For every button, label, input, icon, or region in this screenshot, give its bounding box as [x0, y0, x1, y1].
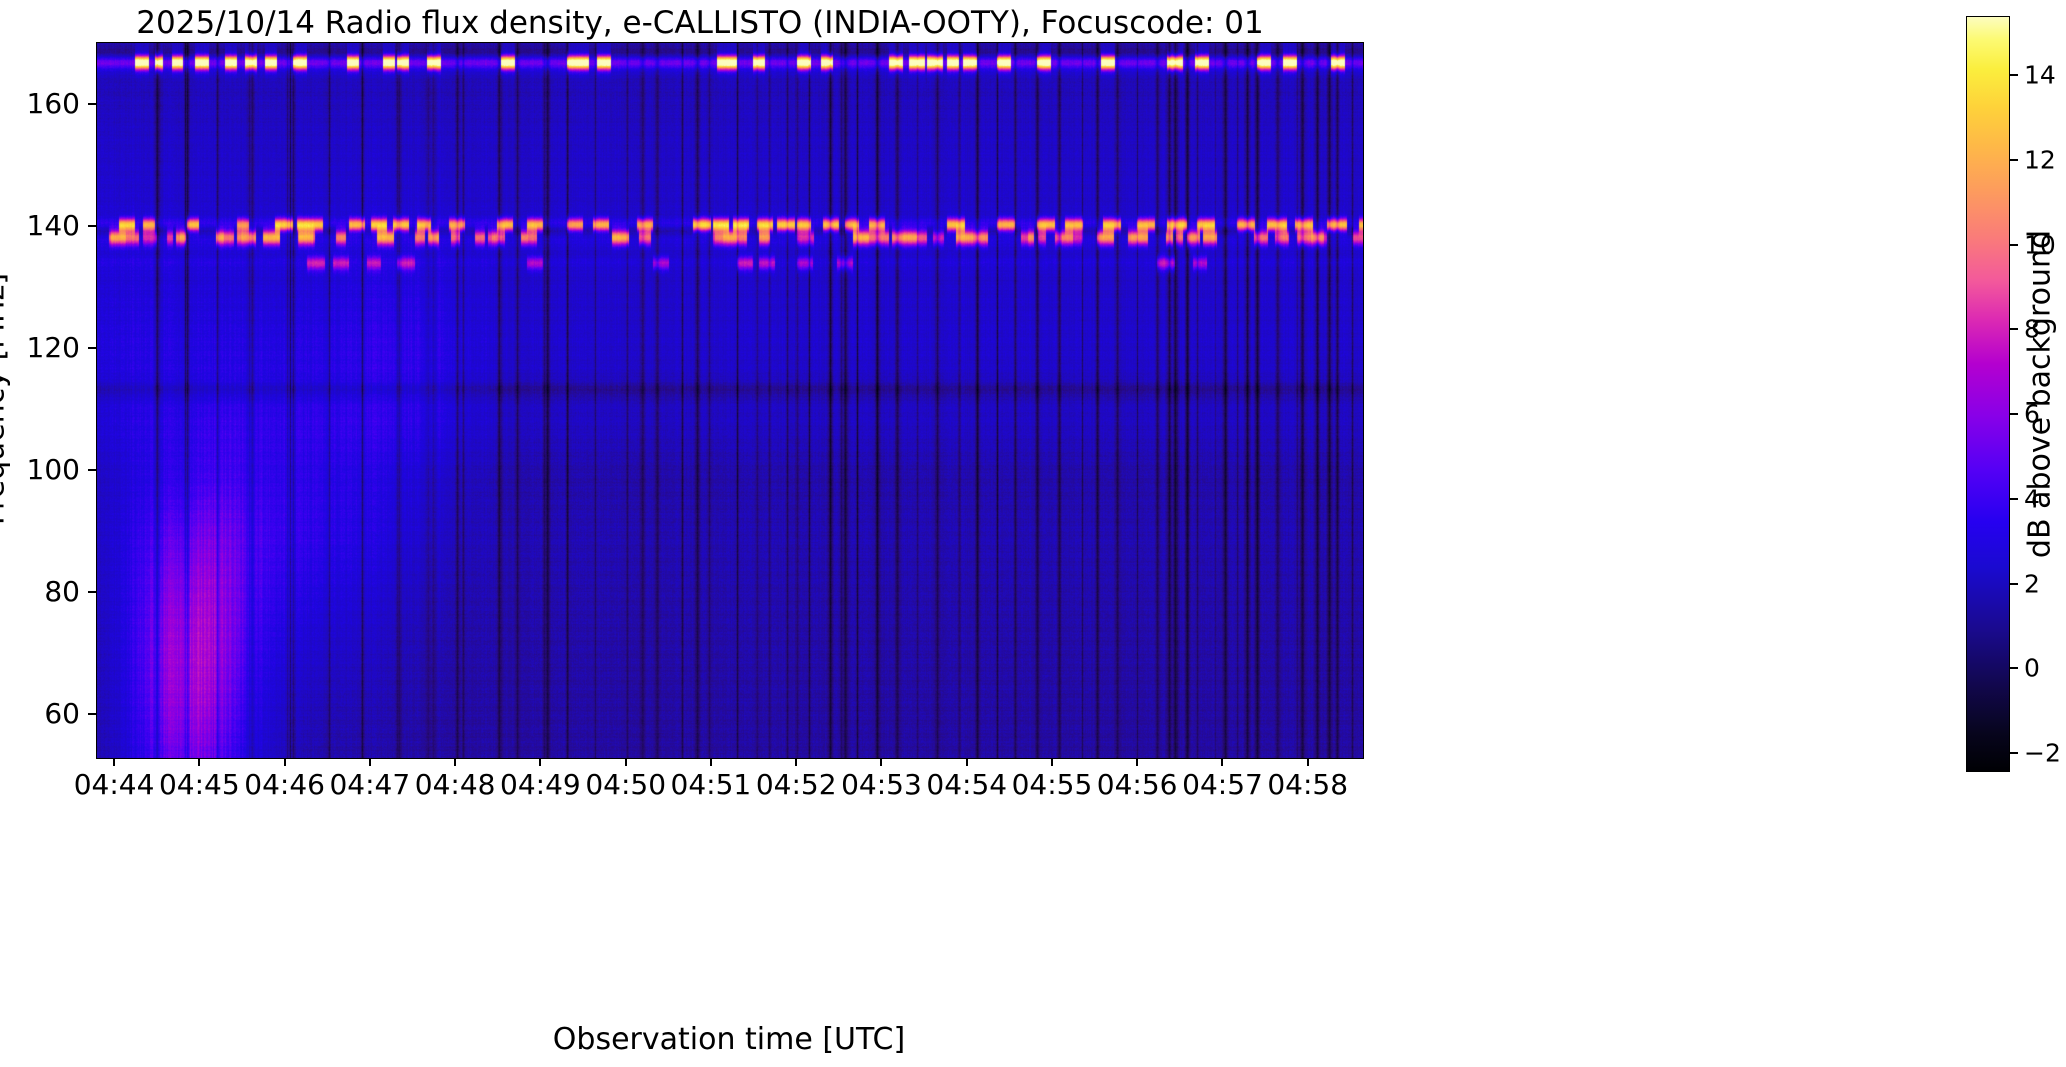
- colorbar-tick-mark: [2009, 752, 2018, 755]
- x-tick-label: 04:51: [670, 768, 752, 801]
- x-tick-mark: [454, 758, 457, 766]
- colorbar-tick-label: 12: [2024, 145, 2056, 175]
- x-tick-mark: [880, 758, 883, 766]
- colorbar-tick-label: 2: [2024, 569, 2040, 599]
- x-tick-mark: [1306, 758, 1309, 766]
- colorbar-tick-mark: [2009, 667, 2018, 670]
- x-tick-label: 04:53: [841, 768, 922, 801]
- x-tick-mark: [283, 758, 286, 766]
- colorbar-tick-mark: [2009, 159, 2018, 162]
- y-tick-label: 120: [26, 330, 80, 364]
- y-tick-mark: [88, 468, 96, 471]
- x-tick-label: 04:48: [414, 768, 496, 801]
- x-tick-label: 04:50: [585, 768, 667, 801]
- y-tick-label: 140: [26, 208, 80, 242]
- colorbar-tick-mark: [2009, 497, 2018, 500]
- colorbar-tick-label: 6: [2024, 399, 2040, 429]
- x-tick-mark: [198, 758, 201, 766]
- x-tick-label: 04:57: [1182, 768, 1263, 801]
- x-tick-mark: [539, 758, 542, 766]
- x-tick-label: 04:47: [329, 768, 411, 801]
- y-tick-mark: [88, 712, 96, 715]
- y-tick-label: 80: [44, 574, 80, 608]
- colorbar-gradient: [1966, 16, 2010, 772]
- x-tick-mark: [1050, 758, 1053, 766]
- x-tick-label: 04:54: [926, 768, 1008, 801]
- colorbar[interactable]: 14 12 10 8 6 4 2 0 −2: [1966, 16, 2061, 772]
- colorbar-tick-label: 0: [2024, 653, 2040, 683]
- page-title: 2025/10/14 Radio flux density, e-CALLIST…: [136, 5, 1264, 41]
- y-tick-label: 100: [26, 452, 80, 486]
- y-tick-mark: [88, 224, 96, 227]
- y-tick-label: 60: [44, 696, 80, 730]
- x-tick-mark: [1136, 758, 1139, 766]
- x-tick-label: 04:58: [1267, 768, 1349, 801]
- x-tick-mark: [795, 758, 798, 766]
- colorbar-tick-mark: [2009, 413, 2018, 416]
- x-tick-label: 04:45: [158, 768, 240, 801]
- colorbar-tick-mark: [2009, 243, 2018, 246]
- x-tick-label: 04:55: [1011, 768, 1093, 801]
- x-tick-mark: [709, 758, 712, 766]
- spectrogram-image[interactable]: [97, 43, 1363, 758]
- spectrogram-axes[interactable]: [96, 42, 1364, 759]
- colorbar-tick-mark: [2009, 74, 2018, 77]
- x-tick-mark: [368, 758, 371, 766]
- y-tick-mark: [88, 102, 96, 105]
- colorbar-tick-label: 8: [2024, 314, 2040, 344]
- x-tick-mark: [1221, 758, 1224, 766]
- colorbar-tick-label: 14: [2024, 60, 2056, 90]
- y-axis-label: Frequency [MHz]: [0, 272, 12, 526]
- x-axis-label: Observation time [UTC]: [552, 1022, 906, 1057]
- colorbar-tick-mark: [2009, 582, 2018, 585]
- x-tick-label: 04:49: [500, 768, 581, 801]
- colorbar-tick-label: 10: [2024, 230, 2056, 260]
- colorbar-label: dB above background: [2022, 229, 2058, 559]
- x-tick-label: 04:46: [244, 768, 325, 801]
- colorbar-tick-label: −2: [2024, 738, 2061, 768]
- x-tick-label: 04:52: [755, 768, 837, 801]
- y-tick-mark: [88, 590, 96, 593]
- x-tick-label: 04:56: [1096, 768, 1178, 801]
- y-tick-label: 160: [26, 86, 80, 120]
- x-tick-mark: [624, 758, 627, 766]
- x-tick-label: 04:44: [73, 768, 155, 801]
- colorbar-tick-mark: [2009, 328, 2018, 331]
- colorbar-tick-label: 4: [2024, 484, 2040, 514]
- y-tick-mark: [88, 346, 96, 349]
- x-tick-mark: [965, 758, 968, 766]
- x-tick-mark: [113, 758, 116, 766]
